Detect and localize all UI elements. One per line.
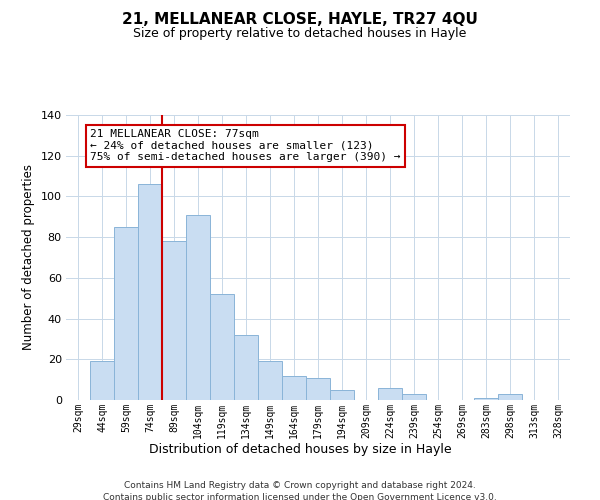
Bar: [162, 241, 186, 400]
Bar: [234, 335, 258, 400]
Bar: [474, 398, 498, 400]
Y-axis label: Number of detached properties: Number of detached properties: [22, 164, 35, 350]
Bar: [186, 215, 210, 400]
Bar: [306, 378, 330, 400]
Text: Contains public sector information licensed under the Open Government Licence v3: Contains public sector information licen…: [103, 492, 497, 500]
Bar: [378, 388, 402, 400]
Text: 21 MELLANEAR CLOSE: 77sqm
← 24% of detached houses are smaller (123)
75% of semi: 21 MELLANEAR CLOSE: 77sqm ← 24% of detac…: [90, 129, 401, 162]
Text: Contains HM Land Registry data © Crown copyright and database right 2024.: Contains HM Land Registry data © Crown c…: [124, 481, 476, 490]
Bar: [210, 294, 234, 400]
Text: 21, MELLANEAR CLOSE, HAYLE, TR27 4QU: 21, MELLANEAR CLOSE, HAYLE, TR27 4QU: [122, 12, 478, 28]
Bar: [138, 184, 162, 400]
Bar: [258, 362, 282, 400]
Bar: [114, 227, 138, 400]
Text: Size of property relative to detached houses in Hayle: Size of property relative to detached ho…: [133, 28, 467, 40]
Bar: [402, 394, 426, 400]
Bar: [330, 390, 354, 400]
Text: Distribution of detached houses by size in Hayle: Distribution of detached houses by size …: [149, 442, 451, 456]
Bar: [90, 362, 114, 400]
Bar: [498, 394, 522, 400]
Bar: [282, 376, 306, 400]
